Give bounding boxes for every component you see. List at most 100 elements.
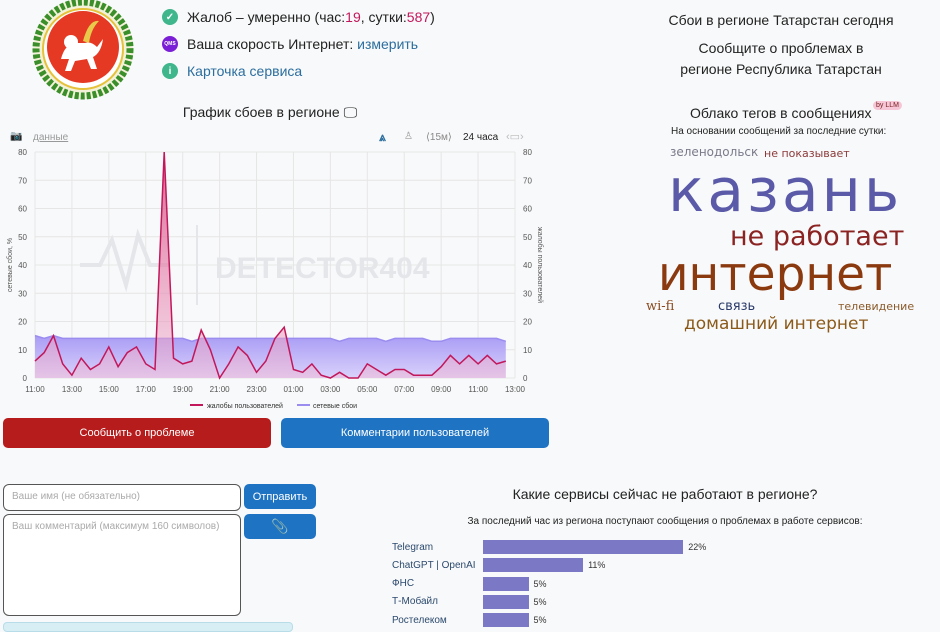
service-name[interactable]: ChatGPT | OpenAI xyxy=(392,559,476,571)
service-percent: 5% xyxy=(533,578,547,589)
x-tick: 13:00 xyxy=(505,385,526,394)
service-row[interactable]: ФНС 5% xyxy=(392,576,547,592)
service-row[interactable]: Ростелеком 5% xyxy=(392,612,547,628)
report-line-2: регионе Республика Татарстан xyxy=(680,61,882,77)
region-title: Сбои в регионе Татарстан сегодня xyxy=(668,12,894,28)
info-icon: i xyxy=(162,63,178,79)
chart-title: График сбоев в регионе 🖵 xyxy=(182,104,358,120)
service-bar xyxy=(483,558,584,573)
cloud-word: домашний интернет xyxy=(684,314,869,334)
x-tick: 17:00 xyxy=(136,385,157,394)
qms-icon: QMS xyxy=(162,36,178,52)
x-tick: 07:00 xyxy=(394,385,415,394)
cloud-word: интернет xyxy=(658,247,893,302)
y-tick-right: 70 xyxy=(523,176,532,185)
comment-textarea[interactable]: Ваш комментарий (максимум 160 символов) xyxy=(3,514,241,616)
service-name[interactable]: Т-Мобайл xyxy=(392,596,438,608)
service-card-link[interactable]: Карточка сервиса xyxy=(187,63,303,79)
y-tick-left: 70 xyxy=(18,176,27,185)
service-percent: 11% xyxy=(588,560,606,571)
x-tick: 15:00 xyxy=(99,385,120,394)
cloud-word: не работает xyxy=(730,221,905,252)
cloud-word: казань xyxy=(668,156,903,226)
x-tick: 11:00 xyxy=(25,385,45,394)
calendar-nav-icon[interactable]: ‹▭› xyxy=(506,131,524,143)
tatarstan-emblem-logo xyxy=(32,0,134,100)
legend-label-network: сетевые сбои xyxy=(313,402,357,410)
service-row[interactable]: Telegram 22% xyxy=(392,539,706,555)
service-card[interactable]: i Карточка сервиса xyxy=(162,63,302,79)
cloud-word: связь xyxy=(718,299,756,314)
y-tick-left: 40 xyxy=(18,261,27,270)
service-name[interactable]: Telegram xyxy=(392,541,434,553)
y-tick-left: 0 xyxy=(23,374,28,383)
y-tick-right: 50 xyxy=(523,233,532,242)
check-circle-icon: ✓ xyxy=(162,9,178,25)
y-tick-left: 50 xyxy=(18,233,27,242)
complaints-status: ✓ Жалоб – умеренно (час: 19, сутки: 587) xyxy=(162,9,435,25)
user-comments-button[interactable]: Комментарии пользователей xyxy=(281,418,549,448)
chart-mode-icon[interactable]: ⩓ xyxy=(379,130,386,144)
outage-chart: 0 0 10 10 20 20 30 30 40 40 50 50 60 60 70 70 80 80 11:00 1… xyxy=(6,148,544,410)
camera-icon[interactable]: 📷 xyxy=(10,131,23,142)
y-tick-right: 40 xyxy=(523,261,532,270)
y-tick-right: 60 xyxy=(523,205,532,214)
cloud-word: wi-fi xyxy=(646,299,675,314)
service-bar xyxy=(483,540,684,554)
service-name[interactable]: Ростелеком xyxy=(392,614,447,626)
x-tick: 21:00 xyxy=(210,385,231,394)
service-percent: 5% xyxy=(533,596,547,607)
attach-paperclip-icon[interactable]: 📎 xyxy=(244,514,316,539)
cloud-word: не показывает xyxy=(764,147,850,160)
service-name[interactable]: ФНС xyxy=(392,578,415,590)
service-percent: 5% xyxy=(533,615,547,626)
service-bar xyxy=(483,594,529,609)
x-tick: 19:00 xyxy=(173,385,194,394)
y-tick-right: 10 xyxy=(523,346,532,355)
period-selector[interactable]: 24 часа xyxy=(463,132,499,143)
monitor-icon: 🖵 xyxy=(343,104,358,120)
services-title: Какие сервисы сейчас не работают в регио… xyxy=(512,486,818,502)
user-icon[interactable]: ♙ xyxy=(404,131,413,142)
send-button[interactable]: Отправить xyxy=(244,484,316,509)
cloud-title: Облако тегов в сообщениях xyxy=(690,105,872,121)
y-tick-left: 10 xyxy=(18,346,27,355)
service-bar xyxy=(483,576,529,591)
x-tick: 09:00 xyxy=(431,385,452,394)
service-row[interactable]: Т-Мобайл 5% xyxy=(392,594,547,610)
x-tick: 13:00 xyxy=(62,385,83,394)
watermark-pulse-icon xyxy=(80,228,170,293)
service-row[interactable]: ChatGPT | OpenAI 11% xyxy=(392,557,605,573)
y-tick-left: 30 xyxy=(18,289,27,298)
cloud-subtitle: На основании сообщений за последние сутк… xyxy=(671,126,887,137)
y-tick-right: 80 xyxy=(523,148,532,157)
cloud-word: телевидение xyxy=(838,300,915,313)
measure-speed-link[interactable]: измерить xyxy=(357,36,419,52)
watermark: DETECTOR404 xyxy=(215,252,430,285)
report-line-1: Сообщите о проблемах в xyxy=(698,40,864,56)
legend-label-complaints: жалобы пользователей xyxy=(207,402,283,410)
name-input[interactable]: Ваше имя (не обязательно) xyxy=(3,484,241,511)
y-axis-label-right: жалобы пользователей xyxy=(536,227,544,303)
y-tick-right: 20 xyxy=(523,318,532,327)
complaints-day: 587 xyxy=(406,9,431,25)
services-subtitle: За последний час из региона поступают со… xyxy=(467,516,863,527)
x-tick: 05:00 xyxy=(357,385,378,394)
llm-badge: by LLM xyxy=(873,101,902,110)
x-tick: 03:00 xyxy=(320,385,341,394)
y-tick-left: 60 xyxy=(18,205,27,214)
info-bar xyxy=(3,622,293,632)
interval-selector[interactable]: ⟨15м⟩ xyxy=(426,132,452,143)
data-link[interactable]: данные xyxy=(33,132,69,143)
x-tick: 11:00 xyxy=(468,385,488,394)
report-problem-button[interactable]: Сообщить о проблеме xyxy=(3,418,271,448)
y-tick-left: 80 xyxy=(18,148,27,157)
speed-test: QMS Ваша скорость Интернет: измерить xyxy=(162,36,418,52)
series-line-network xyxy=(34,334,507,343)
y-tick-left: 20 xyxy=(18,318,27,327)
x-tick: 01:00 xyxy=(283,385,304,394)
cloud-word: зеленодольск xyxy=(670,145,759,159)
y-tick-right: 0 xyxy=(523,374,528,383)
complaints-hour: 19 xyxy=(345,9,361,25)
service-percent: 22% xyxy=(688,542,707,552)
